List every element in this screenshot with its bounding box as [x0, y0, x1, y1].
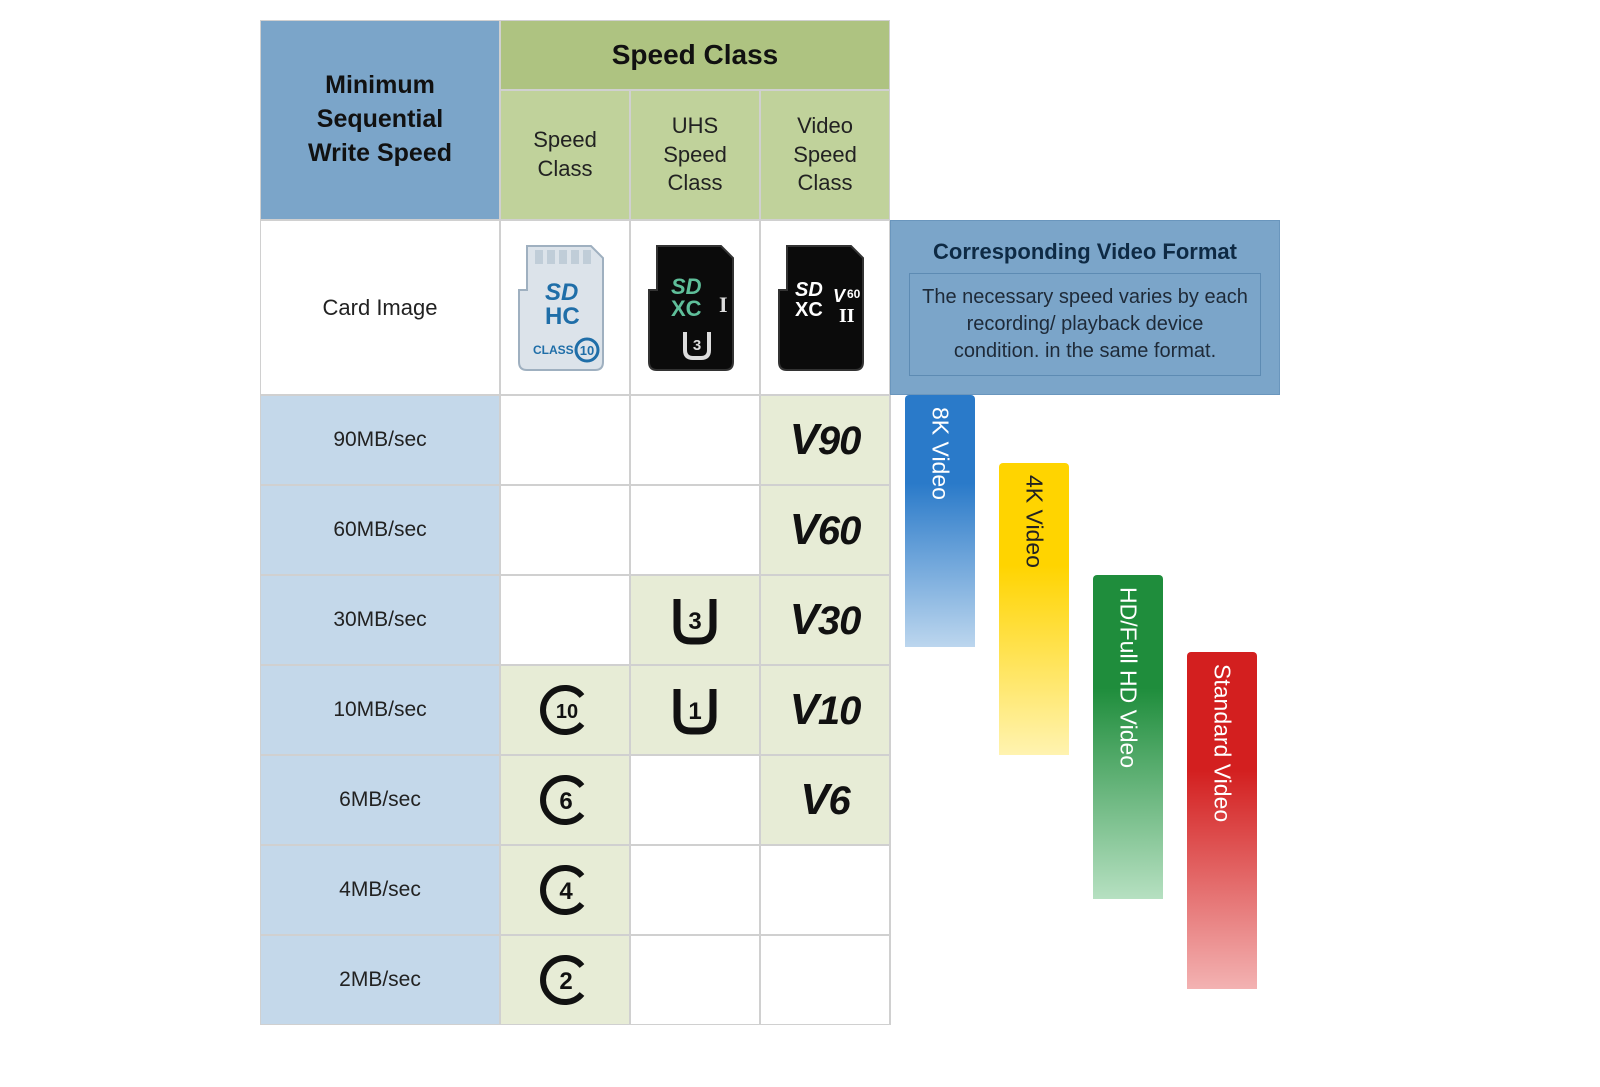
row-6-label: 6MB/sec [260, 755, 500, 845]
header-speed-class: Speed Class [500, 20, 890, 90]
svg-text:10: 10 [580, 343, 594, 358]
video-format-title: Corresponding Video Format [933, 239, 1237, 265]
header-speed-class-text: Speed Class [612, 39, 779, 71]
svg-text:II: II [839, 305, 855, 327]
row-10-label: 10MB/sec [260, 665, 500, 755]
v30-icon: V30 [790, 595, 861, 645]
c4-icon: 4 [538, 863, 592, 917]
video-bar-hd-full-hd-video: HD/Full HD Video [1093, 575, 1163, 899]
svg-text:V: V [833, 286, 847, 306]
video-bar-4k-video: 4K Video [999, 463, 1069, 756]
svg-text:4: 4 [559, 878, 573, 905]
c10-icon: 10 [538, 683, 592, 737]
row-90-label: 90MB/sec [260, 395, 500, 485]
svg-text:D: D [561, 279, 578, 306]
header-sub-video: VideoSpeedClass [760, 90, 890, 220]
svg-text:S: S [545, 279, 561, 306]
video-format-bars: 8K Video 4K Video HD/Full HD Video Standard… [890, 395, 1280, 1025]
row-60-c [500, 485, 630, 575]
svg-text:6: 6 [559, 788, 572, 815]
header-sub-uhs: UHSSpeedClass [630, 90, 760, 220]
row-90-c [500, 395, 630, 485]
header-write-speed-text: MinimumSequentialWrite Speed [308, 69, 452, 170]
v60-icon: V60 [790, 505, 861, 555]
sdxc-uhs1-card-icon: SD XC I 3 [630, 220, 760, 395]
row-2-v [760, 935, 890, 1025]
video-bar-label: 4K Video [1021, 475, 1048, 568]
row-10-c: 10 [500, 665, 630, 755]
row-60-u [630, 485, 760, 575]
row-2-label: 2MB/sec [260, 935, 500, 1025]
row-30-v: V30 [760, 575, 890, 665]
row-2-c: 2 [500, 935, 630, 1025]
row-30-label: 30MB/sec [260, 575, 500, 665]
video-bar-standard-video: Standard Video [1187, 652, 1257, 990]
v6-icon: V6 [800, 775, 850, 825]
row-10-v: V10 [760, 665, 890, 755]
svg-text:10: 10 [556, 701, 578, 723]
row-6-c: 6 [500, 755, 630, 845]
video-bar-label: 8K Video [927, 407, 954, 500]
u3-icon: 3 [667, 595, 723, 645]
header-sub-speed-class: SpeedClass [500, 90, 630, 220]
row-90-u [630, 395, 760, 485]
header-sub3-text: VideoSpeedClass [793, 112, 857, 198]
row-6-u [630, 755, 760, 845]
video-bar-label: Standard Video [1209, 664, 1236, 822]
sdxc-uhs2-card-icon: SD XC V 60 II [760, 220, 890, 395]
video-format-box: Corresponding Video Format The necessary… [890, 220, 1280, 395]
row-90-v: V90 [760, 395, 890, 485]
svg-text:HC: HC [545, 303, 580, 330]
c6-icon: 6 [538, 773, 592, 827]
header-write-speed: MinimumSequentialWrite Speed [260, 20, 500, 220]
row-6-v: V6 [760, 755, 890, 845]
sdhc-card-icon: S D HC CLASS 10 [500, 220, 630, 395]
svg-text:3: 3 [693, 337, 701, 354]
card-image-label-text: Card Image [323, 295, 438, 321]
row-2-u [630, 935, 760, 1025]
row-60-label: 60MB/sec [260, 485, 500, 575]
u1-icon: 1 [667, 685, 723, 735]
speed-class-table: MinimumSequentialWrite Speed Speed Class… [260, 20, 1600, 1025]
svg-text:2: 2 [559, 968, 572, 995]
card-image-row-label: Card Image [260, 220, 500, 395]
video-format-note: The necessary speed varies by each recor… [909, 273, 1261, 376]
video-bar-label: HD/Full HD Video [1115, 587, 1142, 768]
c2-icon: 2 [538, 953, 592, 1007]
row-60-v: V60 [760, 485, 890, 575]
svg-text:60: 60 [847, 287, 861, 301]
header-sub2-text: UHSSpeedClass [663, 112, 727, 198]
row-30-c [500, 575, 630, 665]
row-4-label: 4MB/sec [260, 845, 500, 935]
video-bar-8k-video: 8K Video [905, 395, 975, 647]
v90-icon: V90 [790, 415, 861, 465]
svg-text:XC: XC [671, 296, 702, 321]
svg-text:CLASS: CLASS [533, 343, 574, 357]
row-10-u: 1 [630, 665, 760, 755]
svg-text:SD: SD [795, 279, 823, 301]
svg-text:XC: XC [795, 299, 823, 321]
row-30-u: 3 [630, 575, 760, 665]
row-4-v [760, 845, 890, 935]
row-4-c: 4 [500, 845, 630, 935]
svg-text:1: 1 [688, 698, 701, 725]
row-4-u [630, 845, 760, 935]
svg-text:3: 3 [688, 608, 701, 635]
header-sub1-text: SpeedClass [533, 126, 597, 183]
v10-icon: V10 [790, 685, 861, 735]
svg-text:I: I [719, 292, 728, 317]
